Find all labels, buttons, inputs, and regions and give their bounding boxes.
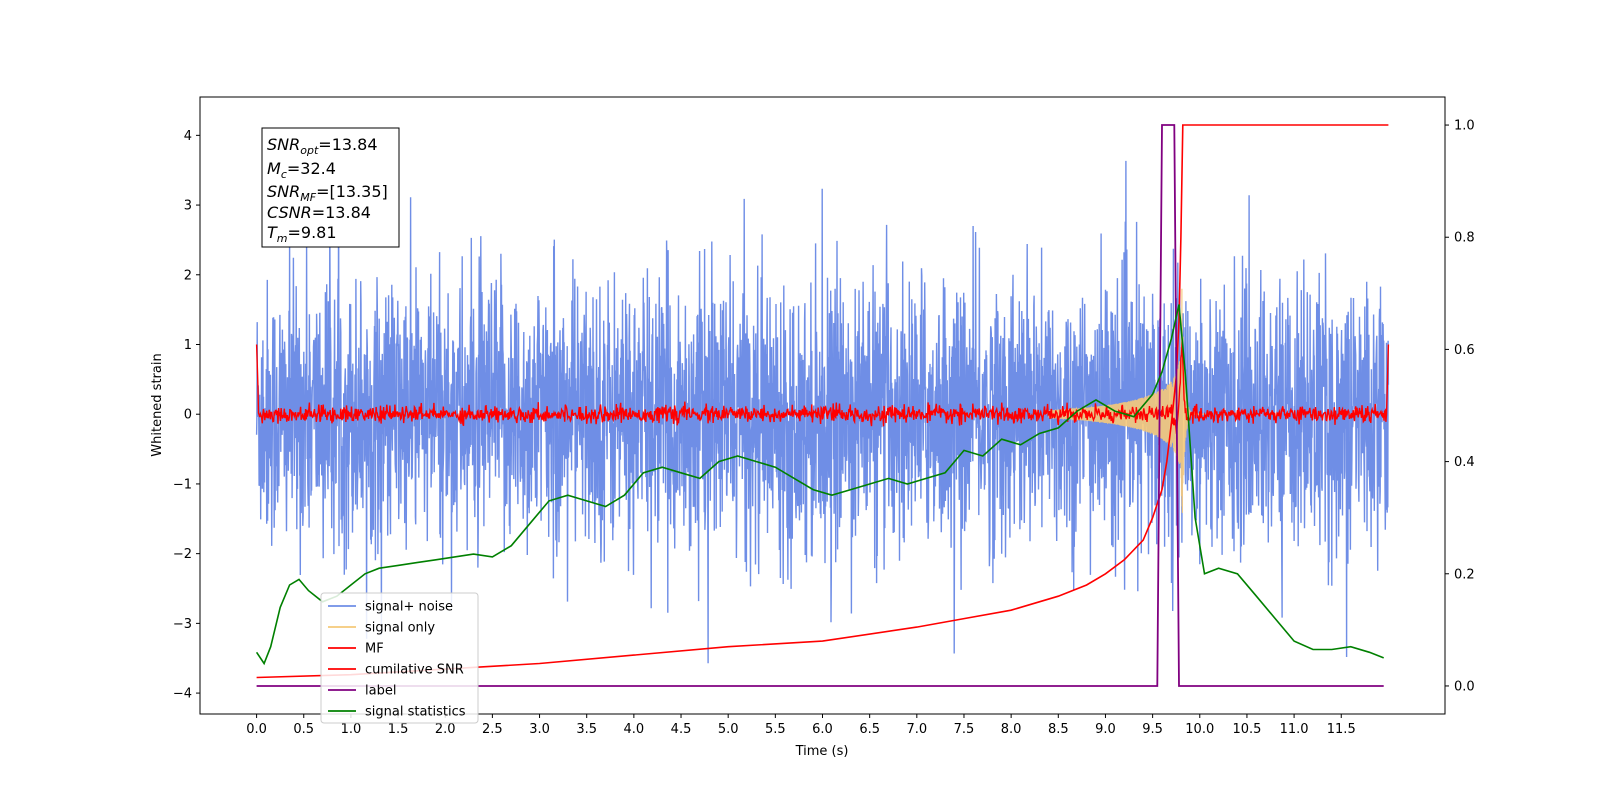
x-tick-label: 8.0 bbox=[1001, 722, 1022, 737]
x-tick-label: 2.0 bbox=[435, 722, 456, 737]
x-tick-label: 11.0 bbox=[1280, 722, 1309, 737]
y-tick-label: −4 bbox=[173, 687, 192, 702]
y-tick-label: −1 bbox=[173, 477, 192, 492]
annotation-merger-time: Tm=9.81 bbox=[267, 223, 337, 245]
x-tick-label: 9.0 bbox=[1095, 722, 1116, 737]
series-signal-statistics bbox=[255, 304, 1384, 666]
x-tick-label: 7.5 bbox=[954, 722, 975, 737]
legend-frame bbox=[320, 592, 479, 724]
x-axis-ticks: 0.0 0.5 1.0 1.5 2.0 2.5 3.0 3.5 4.0 4.5 5.0 5.5 6.0 6… bbox=[246, 714, 1356, 737]
x-tick-label: 6.0 bbox=[812, 722, 833, 737]
x-tick-label: 0.5 bbox=[293, 722, 314, 737]
y2-tick-label: 0.2 bbox=[1454, 567, 1475, 582]
legend-signal-statistics-text: signal statistics bbox=[365, 705, 466, 720]
annotation-frame bbox=[261, 127, 400, 248]
x-tick-label: 5.0 bbox=[718, 722, 739, 737]
y-tick-label: 2 bbox=[184, 268, 192, 283]
x-tick-label: 5.5 bbox=[765, 722, 786, 737]
x-tick-label: 7.0 bbox=[906, 722, 927, 737]
annotation-snr-mf: SNRMF=[13.35] bbox=[267, 182, 388, 204]
x-tick-label: 0.0 bbox=[246, 722, 267, 737]
annotation-csnr: CSNR=13.84 bbox=[267, 203, 371, 222]
legend-signal-only-text: signal only bbox=[365, 621, 435, 636]
y2-tick-label: 0.4 bbox=[1454, 455, 1475, 470]
annotation-chirp-mass: Mc=32.4 bbox=[267, 159, 336, 181]
series-mf bbox=[255, 339, 1390, 434]
y-tick-label: 1 bbox=[184, 338, 192, 353]
y2-tick-label: 1.0 bbox=[1454, 119, 1475, 134]
x-axis-label: Time (s) bbox=[795, 744, 849, 759]
x-tick-label: 2.5 bbox=[482, 722, 503, 737]
x-tick-label: 3.0 bbox=[529, 722, 550, 737]
x-tick-label: 1.5 bbox=[388, 722, 409, 737]
x-tick-label: 10.5 bbox=[1232, 722, 1261, 737]
y-tick-label: 0 bbox=[184, 408, 192, 423]
legend-label-text: label bbox=[365, 684, 396, 699]
y2-tick-label: 0.8 bbox=[1454, 231, 1475, 246]
x-tick-label: 1.0 bbox=[341, 722, 362, 737]
x-tick-label: 6.5 bbox=[859, 722, 880, 737]
y-tick-label: 4 bbox=[184, 129, 192, 144]
plot-series-layer bbox=[255, 124, 1390, 687]
legend-cumulative-snr-text: cumilative SNR bbox=[365, 663, 464, 678]
y-tick-label: 3 bbox=[184, 199, 192, 214]
x-tick-label: 10.0 bbox=[1185, 722, 1214, 737]
y-axis-label: Whitened strain bbox=[150, 353, 165, 456]
series-signal-only bbox=[1048, 288, 1210, 513]
series-label bbox=[256, 124, 1384, 687]
x-tick-label: 3.5 bbox=[576, 722, 597, 737]
legend: signal+ noise signal only MF cumilative SNR… bbox=[320, 592, 479, 724]
y-tick-label: −2 bbox=[173, 547, 192, 562]
y-tick-label: −3 bbox=[173, 617, 192, 632]
y-axis-ticks-left: −4 −3 −2 −1 0 1 2 3 4 bbox=[173, 129, 200, 702]
x-tick-label: 4.5 bbox=[671, 722, 692, 737]
x-tick-label: 8.5 bbox=[1048, 722, 1069, 737]
x-tick-label: 11.5 bbox=[1327, 722, 1356, 737]
legend-signal-noise-text: signal+ noise bbox=[365, 600, 453, 615]
legend-mf-text: MF bbox=[365, 642, 384, 657]
x-tick-label: 4.0 bbox=[624, 722, 645, 737]
annotation-box: SNRopt=13.84 Mc=32.4 SNRMF=[13.35] CSNR=… bbox=[261, 127, 400, 248]
x-tick-label: 9.5 bbox=[1142, 722, 1163, 737]
annotation-snr-opt: SNRopt=13.84 bbox=[267, 135, 378, 157]
y-axis-ticks-right: 0.0 0.2 0.4 0.6 0.8 1.0 bbox=[1445, 119, 1475, 694]
y2-tick-label: 0.6 bbox=[1454, 343, 1475, 358]
y2-tick-label: 0.0 bbox=[1454, 679, 1475, 694]
